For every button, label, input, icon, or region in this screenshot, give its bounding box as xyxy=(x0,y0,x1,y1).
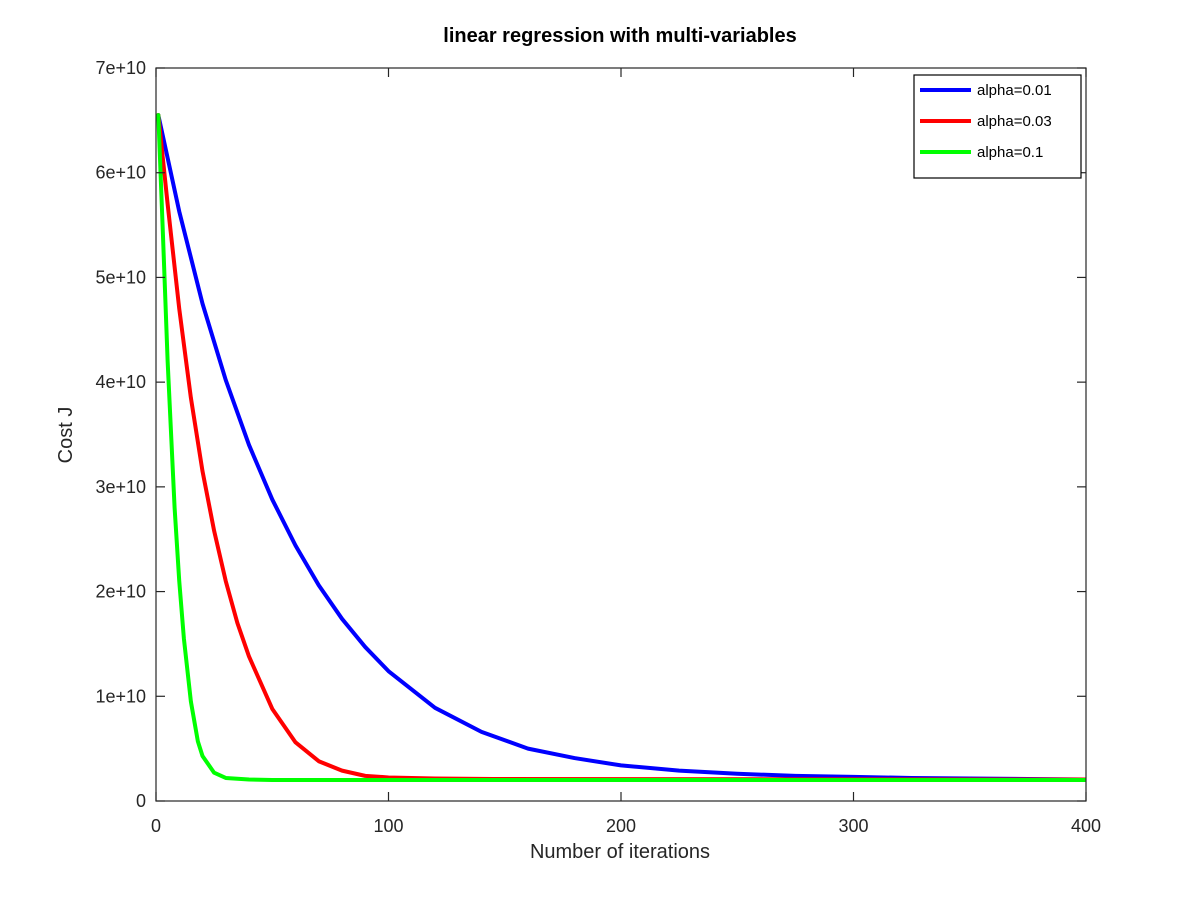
legend-box xyxy=(913,74,1082,179)
x-axis-label: Number of iterations xyxy=(530,841,710,863)
x-tick-label: 100 xyxy=(373,816,403,836)
y-axis-label: Cost J xyxy=(55,407,77,464)
y-tick-label: 5e+10 xyxy=(95,267,146,287)
x-tick-label: 400 xyxy=(1071,816,1101,836)
x-tick-label: 200 xyxy=(606,816,636,836)
y-tick-label: 6e+10 xyxy=(95,163,146,183)
y-tick-label: 4e+10 xyxy=(95,372,146,392)
plot-background xyxy=(156,68,1086,801)
y-tick-label: 3e+10 xyxy=(95,477,146,497)
x-tick-label: 300 xyxy=(838,816,868,836)
y-tick-label: 1e+10 xyxy=(95,686,146,706)
y-tick-label: 0 xyxy=(136,791,146,811)
legend-label-1: alpha=0.01 xyxy=(977,82,1052,99)
y-tick-label: 7e+10 xyxy=(95,58,146,78)
series-line-3 xyxy=(156,113,1086,783)
series-line-1 xyxy=(156,113,1086,782)
axes: 0 100 200 300 400 0 1e+10 2e+10 3e+10 4e+10 5e+10 6… xyxy=(95,58,1101,836)
x-tick-label: 0 xyxy=(151,816,161,836)
y-tick-label: 2e+10 xyxy=(95,582,146,602)
legend: alpha=0.01 alpha=0.03 alpha=0.1 xyxy=(913,74,1082,179)
series-line-2 xyxy=(156,113,1086,782)
chart-title: linear regression with multi-variables xyxy=(443,25,796,47)
legend-label-3: alpha=0.1 xyxy=(977,144,1043,161)
plot-area xyxy=(156,68,1086,801)
legend-label-2: alpha=0.03 xyxy=(977,113,1052,130)
